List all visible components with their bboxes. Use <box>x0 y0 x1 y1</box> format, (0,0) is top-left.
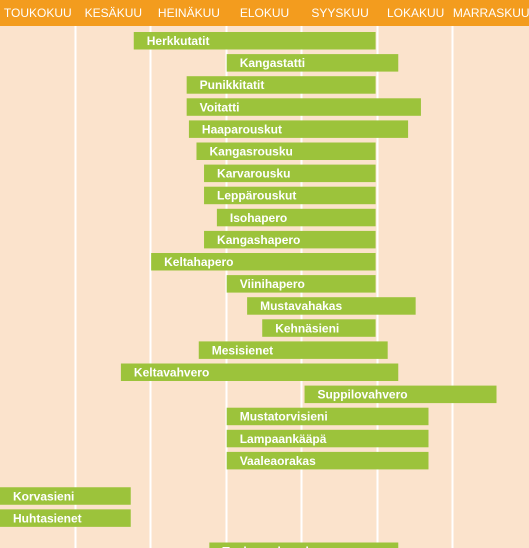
bar-group: Voitatti <box>186 98 421 116</box>
bar-group: Kangashapero <box>204 230 376 249</box>
bar-label: Mustavahakas <box>260 299 342 313</box>
month-label: TOUKOKUU <box>4 6 72 20</box>
bar-label: Punikkitatit <box>200 78 265 92</box>
bar <box>196 142 376 160</box>
bar <box>188 120 409 138</box>
month-label: MARRASKUU <box>453 6 529 20</box>
bar-group: Kehnäsieni <box>262 319 376 337</box>
bar-label: Lampaankääpä <box>240 432 327 446</box>
bar-group: Mustatorvisieni <box>226 407 429 426</box>
bar-label: Vaaleaorakas <box>240 454 316 468</box>
bar-label: Isohapero <box>230 211 287 225</box>
bar-group: Mesisienet <box>198 341 388 359</box>
bar-group: Kangasrousku <box>196 142 376 160</box>
bar-label: Mesisienet <box>212 343 273 357</box>
bar-group: Kangastatti <box>226 54 399 72</box>
bar-group: Vaaleaorakas <box>226 451 429 470</box>
bar <box>226 429 429 448</box>
bar-label: Tuoksuvalmuska <box>222 545 319 548</box>
bar <box>186 98 421 116</box>
header-band <box>0 0 529 26</box>
bar <box>226 451 429 470</box>
bar-label: Kangasrousku <box>209 145 292 159</box>
bar-group: Karvarousku <box>204 164 376 183</box>
bar <box>262 319 376 337</box>
bar <box>0 487 131 505</box>
month-label: HEINÄKUU <box>158 6 220 20</box>
bar-label: Korvasieni <box>13 489 74 503</box>
bar <box>204 186 376 205</box>
bar-group: Mustavahakas <box>247 297 416 315</box>
bar-group: Huhtasienet <box>0 509 131 527</box>
bar-group: Viinihapero <box>226 275 376 293</box>
month-header: TOUKOKUU KESÄKUU HEINÄKUU ELOKUU SYYSKUU LOKA… <box>0 0 529 26</box>
bar-group: Korvasieni <box>0 487 131 505</box>
bar-group: Lampaankääpä <box>226 429 429 448</box>
bar-label: Karvarousku <box>217 167 290 181</box>
bar-label: Kangashapero <box>217 233 300 247</box>
bar <box>226 407 429 426</box>
bar-label: Suppilovahvero <box>318 388 408 402</box>
bar-label: Herkkutatit <box>147 34 210 48</box>
month-label: SYYSKUU <box>311 6 368 20</box>
bar-label: Mustatorvisieni <box>240 410 328 424</box>
month-label: KESÄKUU <box>85 6 142 20</box>
bar <box>204 230 376 249</box>
bar-label: Huhtasienet <box>13 511 82 525</box>
bar <box>226 275 376 293</box>
month-label: ELOKUU <box>240 6 289 20</box>
bar-group: Keltavahvero <box>120 363 399 381</box>
bar <box>120 363 399 381</box>
bar-group: Haaparouskut <box>188 120 409 138</box>
bar <box>226 54 399 72</box>
month-label: LOKAKUU <box>387 6 444 20</box>
bar <box>133 32 376 50</box>
bar-label: Viinihapero <box>240 277 305 291</box>
bars: Herkkutatit Kangastatti Punikkitatit Voitat… <box>0 32 497 548</box>
bar-group: Herkkutatit <box>133 32 376 50</box>
bar-label: Keltahapero <box>164 255 233 269</box>
bar <box>186 76 376 94</box>
bar <box>0 509 131 527</box>
bar-label: Haaparouskut <box>202 122 282 136</box>
bar-label: Voitatti <box>200 100 240 114</box>
bar-label: Kangastatti <box>240 56 305 70</box>
bar <box>151 253 376 271</box>
bar-label: Kehnäsieni <box>275 321 339 335</box>
bar-group: Leppärouskut <box>204 186 376 205</box>
bar-label: Keltavahvero <box>134 366 209 380</box>
bar <box>209 542 399 548</box>
bar <box>198 341 388 359</box>
bar-group: Punikkitatit <box>186 76 376 94</box>
bar-group: Tuoksuvalmuska <box>209 542 399 548</box>
bar <box>216 208 376 227</box>
bar-group: Isohapero <box>216 208 376 227</box>
bar <box>304 385 497 404</box>
bar-group: Suppilovahvero <box>304 385 497 404</box>
bar <box>204 164 376 183</box>
bar-group: Keltahapero <box>151 253 376 271</box>
bar <box>247 297 416 315</box>
bar-label: Leppärouskut <box>217 189 296 203</box>
